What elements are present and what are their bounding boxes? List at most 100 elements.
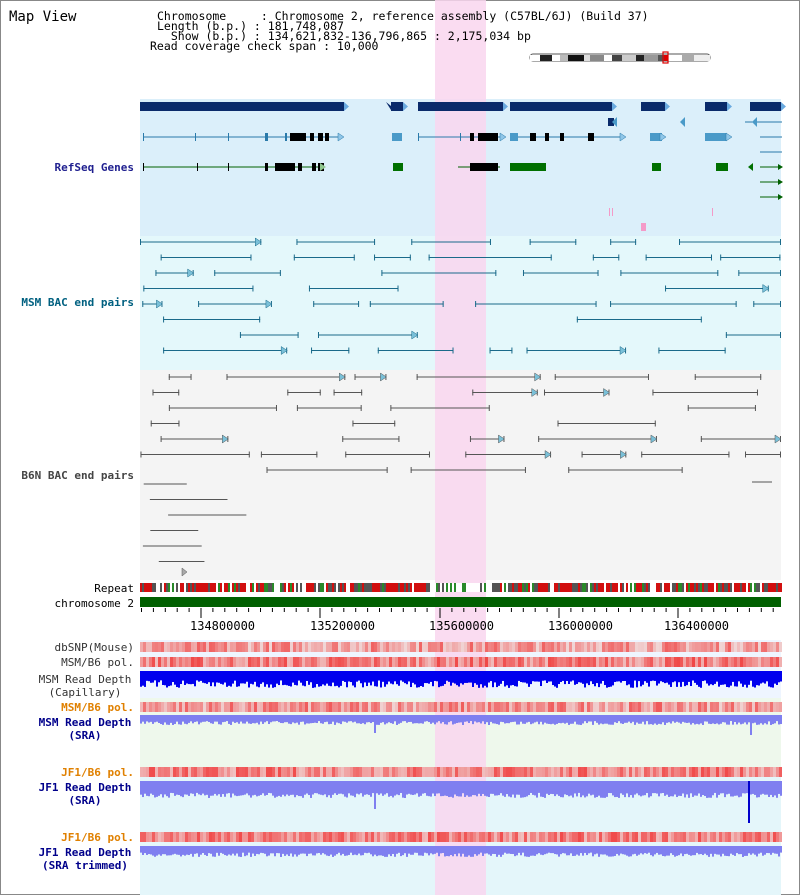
repeat-segment	[146, 583, 148, 592]
repeat-segment	[660, 583, 662, 592]
refseq-gene-bar[interactable]	[418, 102, 503, 111]
polymorphism-cell	[605, 767, 608, 777]
read-depth-bar	[432, 781, 434, 794]
b6n-bac-pair-arrow	[534, 372, 542, 382]
track-label-b6n-bac[interactable]: B6N BAC end pairs	[21, 469, 134, 482]
polymorphism-cell	[710, 657, 713, 667]
polymorphism-cell	[266, 832, 269, 842]
polymorphism-cell	[218, 657, 221, 667]
polymorphism-cell	[248, 832, 251, 842]
polymorphism-cell	[617, 767, 620, 777]
track-label-refseq[interactable]: RefSeq Genes	[54, 161, 134, 174]
read-depth-bar	[604, 671, 606, 686]
read-depth-bar	[576, 781, 578, 797]
refseq-gene-bar[interactable]	[641, 102, 665, 111]
polymorphism-cell	[506, 767, 509, 777]
track-label-jf1-b6-pol-trim[interactable]: JF1/B6 pol.	[61, 831, 134, 844]
polymorphism-cell	[218, 702, 221, 712]
polymorphism-cell	[680, 767, 683, 777]
repeat-segment	[624, 583, 626, 592]
polymorphism-cell	[758, 702, 761, 712]
repeat-segment	[276, 583, 278, 592]
read-depth-bar	[294, 781, 296, 798]
ideogram-position-marker	[662, 51, 669, 64]
polymorphism-cell	[410, 832, 413, 842]
b6n-bac-pair-end	[538, 436, 540, 442]
read-depth-bar	[388, 781, 390, 797]
polymorphism-cell	[734, 657, 737, 667]
read-depth-bar	[718, 781, 720, 795]
read-depth-bar	[780, 715, 782, 725]
read-depth-bar	[362, 671, 364, 688]
read-depth-bar	[184, 846, 186, 856]
read-depth-bar	[550, 846, 552, 854]
read-depth-bar	[330, 715, 332, 724]
polymorphism-cell	[665, 832, 668, 842]
polymorphism-cell	[563, 657, 566, 667]
repeat-segment	[576, 583, 578, 592]
read-depth-bar	[408, 846, 410, 854]
polymorphism-cell	[380, 642, 383, 652]
track-label-repeat[interactable]: Repeat	[94, 582, 134, 595]
read-depth-bar	[238, 715, 240, 724]
polymorphism-cell	[365, 642, 368, 652]
polymorphism-cell	[479, 702, 482, 712]
read-depth-bar	[360, 715, 362, 724]
read-depth-bar	[240, 781, 242, 796]
repeat-segment	[234, 583, 236, 592]
read-depth-bar	[212, 671, 214, 683]
read-depth-bar	[390, 846, 392, 857]
read-depth-bar	[426, 671, 428, 684]
read-depth-bar	[590, 671, 592, 682]
polymorphism-cell	[722, 642, 725, 652]
polymorphism-cell	[662, 642, 665, 652]
refseq-exon	[312, 163, 316, 171]
polymorphism-cell	[503, 767, 506, 777]
repeat-segment	[530, 583, 532, 592]
refseq-gene-bar[interactable]	[705, 102, 727, 111]
polymorphism-cell	[686, 767, 689, 777]
chromosome-bar[interactable]	[140, 597, 781, 607]
read-depth-bar	[176, 715, 178, 722]
read-depth-bar	[604, 781, 606, 798]
read-depth-bar	[640, 781, 642, 797]
read-depth-bar	[654, 846, 656, 855]
read-depth-bar	[314, 781, 316, 794]
refseq-gene-bar[interactable]	[750, 102, 781, 111]
read-depth-bar	[638, 781, 640, 796]
repeat-segment	[544, 583, 546, 592]
polymorphism-cell	[290, 702, 293, 712]
track-label-msm-b6-pol-sra[interactable]: MSM/B6 pol.	[61, 701, 134, 714]
polymorphism-cell	[647, 767, 650, 777]
read-depth-bar	[460, 715, 462, 723]
chromosome-ideogram[interactable]	[530, 53, 710, 62]
track-label-msm-depth-cap[interactable]: MSM Read Depth (Capillary)	[30, 673, 140, 699]
refseq-gene-bar[interactable]	[510, 102, 612, 111]
read-depth-bar	[278, 671, 280, 686]
track-label-msm-depth-sra[interactable]: MSM Read Depth (SRA)	[30, 716, 140, 742]
read-depth-bar	[166, 846, 168, 856]
track-label-dbsnp[interactable]: dbSNP(Mouse)	[54, 641, 134, 654]
polymorphism-cell	[158, 702, 161, 712]
polymorphism-cell	[692, 767, 695, 777]
refseq-gene-bar[interactable]	[140, 102, 344, 111]
polymorphism-cell	[488, 657, 491, 667]
read-depth-bar	[226, 846, 228, 856]
polymorphism-cell	[155, 702, 158, 712]
read-depth-bar	[400, 715, 402, 723]
polymorphism-cell	[581, 832, 584, 842]
track-label-jf1-depth-trim[interactable]: JF1 Read Depth (SRA trimmed)	[30, 846, 140, 872]
refseq-exon	[143, 133, 144, 141]
track-label-msm-bac[interactable]: MSM BAC end pairs	[21, 296, 134, 309]
track-label-msm-b6-pol-cap[interactable]: MSM/B6 pol.	[61, 656, 134, 669]
polymorphism-cell	[683, 832, 686, 842]
b6n-bac-pair-arrow	[222, 434, 229, 444]
read-depth-bar	[680, 715, 682, 724]
polymorphism-cell	[167, 767, 170, 777]
track-label-jf1-depth-sra[interactable]: JF1 Read Depth (SRA)	[30, 781, 140, 807]
polymorphism-cell	[161, 767, 164, 777]
read-depth-bar	[780, 671, 782, 682]
refseq-gene-bar[interactable]	[391, 102, 403, 111]
track-label-jf1-b6-pol-sra[interactable]: JF1/B6 pol.	[61, 766, 134, 779]
read-depth-bar	[392, 846, 394, 854]
